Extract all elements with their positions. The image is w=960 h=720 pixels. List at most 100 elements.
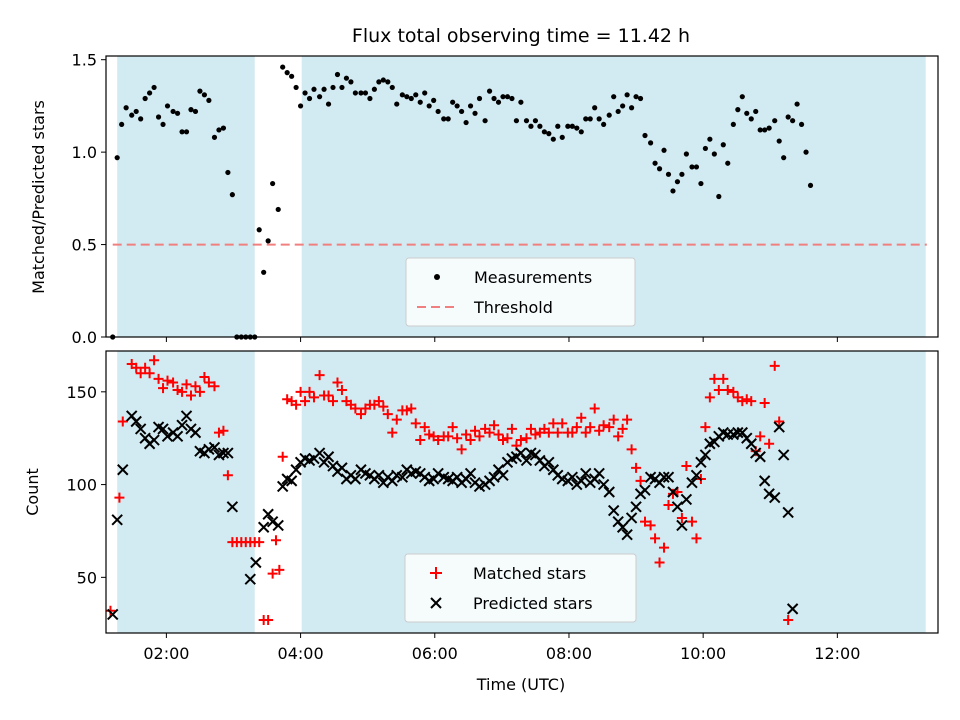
predicted-stars-point-16 — [180, 410, 193, 422]
predicted-stars-point-98 — [575, 475, 587, 487]
matched-stars-point-36 — [270, 535, 281, 546]
measurements-point-143 — [762, 127, 768, 133]
measurements-point-117 — [642, 132, 648, 139]
matched-stars-point-96 — [543, 427, 554, 438]
matched-stars-point-110 — [608, 414, 619, 425]
x-tick-label: 06:00 — [412, 644, 458, 663]
measurements-point-138 — [739, 94, 745, 100]
measurements-point-93 — [532, 118, 539, 124]
matched-stars-point-2 — [114, 492, 125, 503]
matched-stars-point-97 — [548, 418, 559, 429]
predicted-stars-point-142 — [777, 449, 790, 461]
matched-stars-point-104 — [580, 427, 591, 438]
matched-stars-point-146 — [774, 416, 785, 427]
measurements-point-27 — [229, 192, 235, 198]
matched-stars-point-117 — [640, 516, 651, 527]
matched-stars-point-23 — [213, 427, 224, 438]
predicted-stars-point-29 — [257, 521, 270, 533]
matched-stars-point-54 — [350, 403, 361, 414]
measurements-point-128 — [693, 164, 700, 170]
matched-stars-point-77 — [456, 444, 467, 455]
matched-stars-point-119 — [650, 533, 661, 544]
measurements-point-12 — [160, 121, 166, 128]
predicted-stars-point-135 — [745, 438, 757, 450]
measurements-point-21 — [201, 92, 208, 98]
predicted-stars-point-25 — [222, 447, 234, 459]
matched-stars-point-122 — [663, 499, 674, 510]
matched-stars-point-125 — [676, 512, 687, 523]
matched-stars-point-76 — [452, 433, 463, 444]
matched-stars-point-44 — [304, 386, 315, 397]
measurements-point-106 — [592, 105, 598, 111]
measurements-point-86 — [500, 94, 506, 100]
matched-stars-point-111 — [613, 431, 624, 442]
y-tick-label: 150 — [66, 383, 97, 402]
measurements-point-75 — [450, 99, 456, 105]
measurements-point-39 — [284, 70, 290, 76]
measurements-point-25 — [220, 125, 227, 131]
matched-stars-point-101 — [567, 427, 578, 438]
matched-stars-point-9 — [149, 355, 160, 366]
measurements-point-122 — [665, 171, 672, 177]
measurements-point-132 — [711, 151, 717, 157]
matched-stars-point-134 — [718, 373, 729, 384]
measurements-point-97 — [550, 136, 556, 142]
matched-stars-point-15 — [177, 386, 188, 397]
matched-stars-point-61 — [382, 409, 393, 420]
measurements-point-3 — [119, 121, 125, 128]
predicted-stars-point-143 — [782, 506, 794, 519]
predicted-stars-point-49 — [349, 473, 362, 485]
matched-stars-point-55 — [355, 409, 366, 420]
measurements-point-58 — [371, 86, 377, 92]
measurements-point-54 — [352, 90, 358, 96]
predicted-stars-point-79 — [488, 471, 500, 483]
measurements-point-67 — [413, 92, 419, 98]
matched-stars-point-70 — [424, 429, 435, 440]
matched-stars-point-142 — [755, 431, 766, 442]
predicted-stars-point-103 — [597, 478, 610, 491]
predicted-stars-point-30 — [262, 508, 274, 520]
matched-stars-point-86 — [497, 435, 508, 446]
measurements-point-112 — [620, 103, 626, 109]
predicted-stars-point-116 — [658, 471, 670, 483]
predicted-stars-point-11 — [157, 423, 169, 435]
matched-stars-point-135 — [722, 384, 733, 395]
matched-stars-point-43 — [300, 396, 311, 407]
matched-stars-point-106 — [589, 403, 600, 414]
measurements-point-119 — [652, 160, 658, 166]
measurements-point-124 — [674, 179, 681, 185]
matched-stars-point-10 — [153, 373, 164, 384]
matched-stars-point-145 — [769, 360, 780, 371]
matched-stars-point-88 — [506, 423, 517, 434]
predicted-stars-point-43 — [322, 451, 335, 463]
matched-stars-point-138 — [737, 396, 748, 407]
matched-stars-point-90 — [515, 435, 526, 446]
matched-stars-point-59 — [373, 396, 384, 407]
measurements-point-62 — [389, 84, 395, 91]
measurements-point-42 — [297, 103, 304, 109]
measurements-point-57 — [367, 95, 373, 102]
predicted-stars-point-102 — [593, 467, 605, 480]
matched-stars-point-34 — [263, 615, 274, 626]
measurements-point-36 — [270, 180, 276, 187]
matched-stars-point-103 — [576, 412, 587, 423]
matched-stars-point-68 — [415, 435, 426, 446]
x-tick-label: 02:00 — [143, 644, 189, 663]
measurements-point-109 — [606, 112, 612, 118]
matched-stars-point-42 — [295, 386, 306, 397]
measurements-point-49 — [330, 84, 336, 91]
measurements-point-10 — [151, 84, 157, 91]
measurements-point-137 — [735, 107, 741, 113]
measurements-point-26 — [225, 169, 231, 176]
measurements-point-108 — [601, 121, 607, 128]
measurements-point-123 — [670, 188, 676, 194]
matched-stars-point-13 — [168, 377, 179, 388]
measurements-point-151 — [798, 121, 805, 128]
measurements-point-105 — [587, 116, 593, 122]
x-tick-label: 08:00 — [546, 644, 592, 663]
measurements-point-35 — [265, 238, 271, 244]
measurements-point-53 — [348, 79, 354, 85]
measurements-point-148 — [785, 114, 791, 120]
measurements-point-98 — [555, 123, 561, 129]
y-tick-label: 100 — [66, 476, 97, 495]
